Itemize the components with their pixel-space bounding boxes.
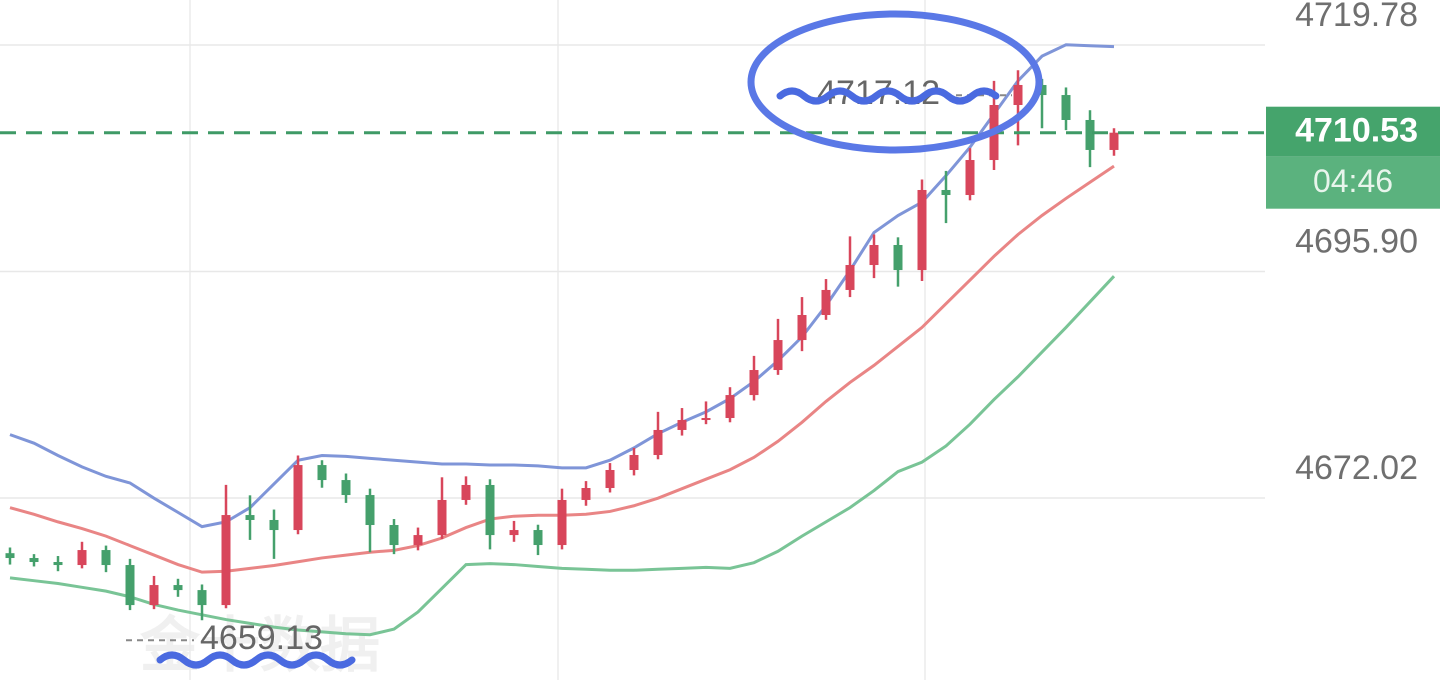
candle-body [1013, 84, 1023, 106]
candle-body [53, 562, 63, 566]
candle-body [485, 484, 495, 536]
y-tick-label: 4719.78 [1295, 0, 1418, 34]
squiggle [156, 651, 356, 669]
candle-body [965, 160, 975, 196]
candle-body [677, 420, 687, 430]
candle-body [1085, 119, 1095, 150]
candle-body [605, 469, 615, 489]
candle-body [77, 550, 87, 566]
candle-body [413, 535, 423, 546]
candle-body [1109, 132, 1119, 150]
candle-body [5, 553, 15, 559]
candle-body [437, 499, 447, 536]
candle-body [341, 480, 351, 496]
countdown-label: 04:46 [1313, 163, 1393, 199]
min-label: 4659.13 [200, 619, 323, 657]
highlight-ellipse [747, 10, 1043, 154]
last-price-label: 4710.53 [1295, 112, 1418, 150]
candle-body [101, 550, 111, 566]
candle-body [221, 515, 231, 606]
candle-body [461, 484, 471, 500]
candle-body [893, 245, 903, 271]
candle-body [725, 395, 735, 419]
candle-body [149, 585, 159, 606]
grid [0, 44, 1265, 499]
candle-body [917, 189, 927, 271]
candle-body [293, 465, 303, 531]
band-line [9, 43, 1115, 529]
candle-body [557, 499, 567, 546]
candle-body [749, 370, 759, 396]
candle-body [821, 289, 831, 316]
y-tick-label: 4695.90 [1295, 222, 1418, 260]
candle-body [125, 565, 135, 606]
candles [5, 70, 1119, 621]
candle-body [509, 530, 519, 536]
candle-body [317, 465, 327, 481]
y-tick-label: 4672.02 [1295, 449, 1418, 487]
candle-body [389, 525, 399, 546]
band-line [9, 275, 1116, 637]
candle-body [533, 530, 543, 546]
candle-body [1061, 95, 1071, 120]
candle-body [797, 315, 807, 341]
candle-body [197, 590, 207, 606]
candle-body [1037, 84, 1047, 96]
labels: 4719.784695.904672.024717.124659.134710.… [0, 0, 1440, 657]
candle-body [869, 245, 879, 266]
last-price-box [1266, 106, 1440, 157]
candle-body [773, 340, 783, 371]
candle-body [29, 558, 39, 563]
candle-body [173, 585, 183, 591]
candle-body [653, 429, 663, 456]
candle-body [701, 418, 711, 421]
squiggle [776, 87, 1000, 105]
candle-body [365, 495, 375, 526]
candle-body [269, 519, 279, 531]
candle-body [245, 515, 255, 520]
candle-body [941, 189, 951, 196]
candle-body [581, 488, 591, 500]
candle-body [845, 265, 855, 290]
countdown-box [1266, 156, 1440, 209]
candle-body [629, 455, 639, 470]
